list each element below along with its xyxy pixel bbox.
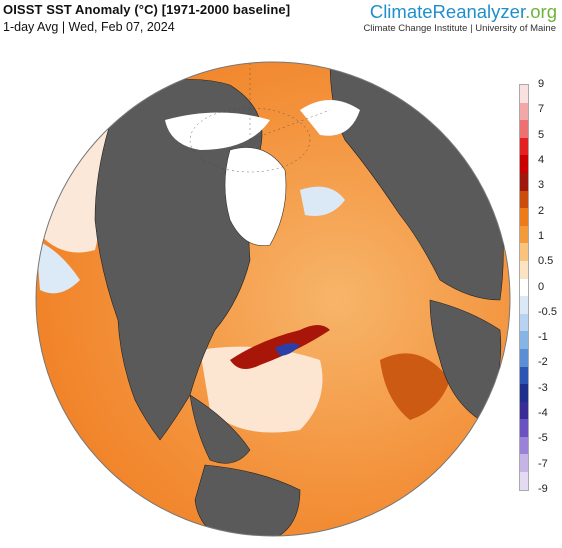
- arctic-sea-ice: [165, 112, 270, 150]
- colorbar-segment: [520, 243, 528, 261]
- colorbar-tick-label: 2: [538, 204, 545, 217]
- colorbar-segment: [520, 348, 528, 367]
- colorbar-segment: [520, 384, 528, 402]
- east-atlantic-hot: [380, 353, 450, 420]
- colorbar-segment: [520, 331, 528, 349]
- colorbar-tick-label: 5: [538, 128, 545, 141]
- atlantic-neutral-patch: [200, 346, 323, 433]
- globe-outline: [35, 61, 511, 537]
- bering-hot: [110, 67, 160, 95]
- colorbar-segment: [520, 296, 528, 314]
- labrador-cool-patch: [300, 186, 345, 216]
- colorbar-segment: [520, 454, 528, 473]
- colorbar-tick-label: -0.5: [538, 305, 557, 318]
- colorbar-labels: 9 7 5 4 3 2 1 0.5 0 -0.5 -1 -2 -3 -4 -5 -7 -9: [532, 78, 562, 495]
- colorbar-segment: [520, 85, 528, 103]
- colorbar-segment: [520, 120, 528, 138]
- colorbar-tick-label: 9: [538, 78, 545, 90]
- colorbar-segment: [520, 225, 528, 244]
- colorbar-segment: [520, 401, 528, 420]
- brand-name-part1: Climate: [369, 1, 433, 22]
- brand-logo[interactable]: ClimateReanalyzer.org: [370, 2, 557, 22]
- greenland-ice: [224, 147, 287, 247]
- colorbar-segment: [520, 419, 528, 437]
- central-america-land: [189, 394, 251, 464]
- colorbar-tick-label: 0: [538, 280, 545, 293]
- colorbar-tick-label: -1: [538, 331, 548, 344]
- colorbar-segment: [520, 155, 528, 173]
- colorbar-tick-label: -9: [538, 483, 548, 495]
- barents-ice: [300, 100, 360, 136]
- colorbar-segment: [520, 313, 528, 332]
- colorbar-tick-label: -3: [538, 381, 548, 394]
- colorbar-tick-label: 0.5: [538, 255, 554, 268]
- colorbar-segment: [520, 172, 528, 191]
- colorbar-segment: [520, 436, 528, 455]
- colorbar-tick-label: 4: [538, 153, 545, 166]
- colorbar-tick-label: -4: [538, 407, 548, 420]
- chart-subtitle: 1-day Avg | Wed, Feb 07, 2024: [3, 20, 175, 34]
- colorbar-tick-label: -5: [538, 432, 548, 445]
- colorbar-segment: [520, 190, 528, 209]
- brand-affiliation: Climate Change Institute | University of…: [363, 23, 556, 34]
- colorbar-segment: [520, 366, 528, 385]
- colorbar-tick-label: -2: [538, 356, 548, 369]
- pacific-cool-patch: [36, 240, 80, 294]
- chart-title: OISST SST Anomaly (°C) [1971-2000 baseli…: [3, 2, 291, 17]
- colorbar-segment: [520, 137, 528, 156]
- colorbar-tick-label: 3: [538, 179, 545, 192]
- colorbar-segment: [520, 278, 528, 297]
- graticule: [189, 62, 331, 173]
- colorbar-segment: [520, 102, 528, 121]
- brand-name-part3: .org: [525, 1, 557, 22]
- colorbar-segment: [520, 472, 528, 490]
- colorbar-tick-label: 1: [538, 229, 545, 242]
- colorbar-segment: [520, 260, 528, 279]
- brand-name-part2: Reanalyzer: [432, 1, 526, 22]
- colorbar: [519, 84, 529, 491]
- colorbar-tick-label: 7: [538, 103, 545, 116]
- colorbar-segment: [520, 208, 528, 226]
- gulf-stream-cold: [275, 343, 300, 356]
- colorbar-tick-label: -7: [538, 457, 548, 470]
